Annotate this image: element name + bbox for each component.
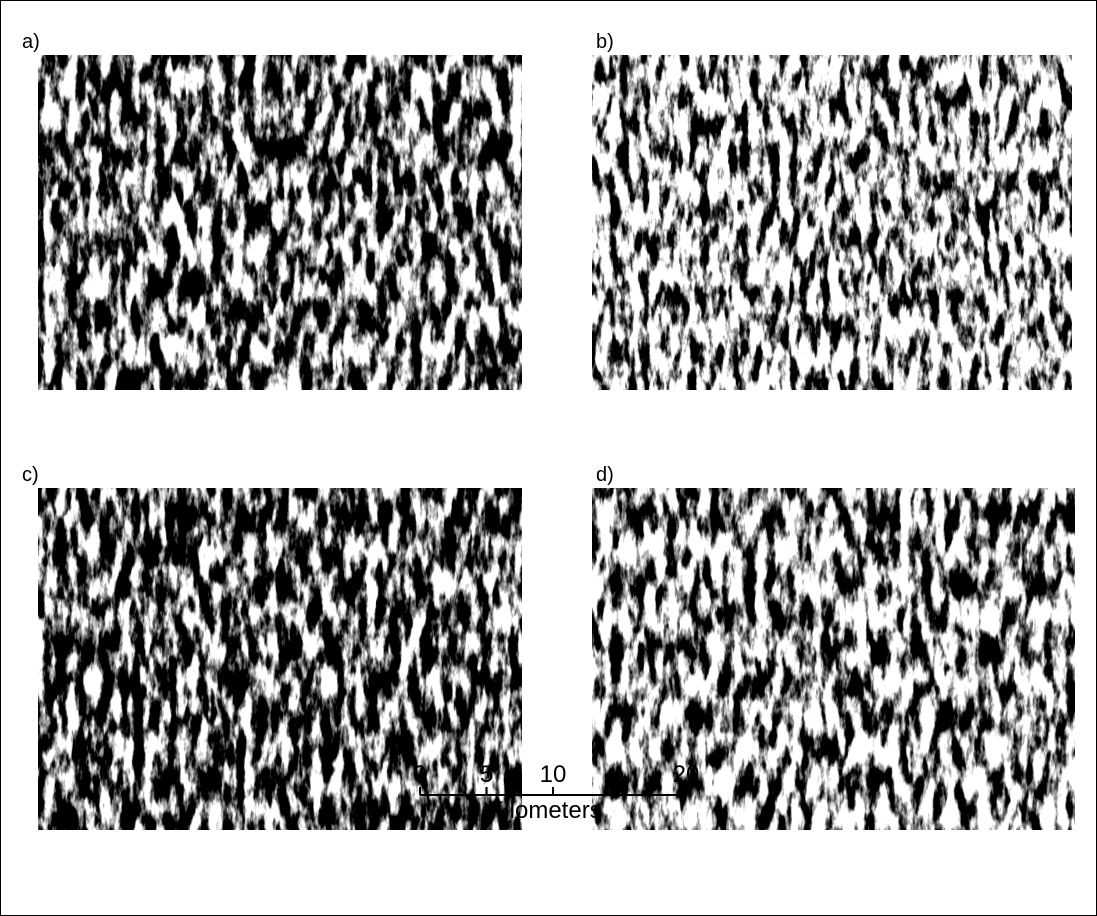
hillshade-image (38, 488, 522, 830)
scale-tick-label: 5 (480, 761, 493, 788)
scale-unit: Kilometers (488, 797, 601, 824)
hillshade-image (592, 488, 1075, 830)
hillshade-image (592, 55, 1072, 390)
hillshade-image (38, 55, 522, 390)
panel-label: c) (22, 464, 39, 486)
panel-label: a) (22, 31, 40, 53)
panels: a) b) c) d) (22, 31, 1075, 830)
panel-label: d) (596, 464, 614, 486)
panel-label: b) (596, 31, 614, 53)
scale-tick-label: 10 (540, 761, 567, 788)
figure: a) b) c) d) 0 5 10 20 Kilometers (0, 0, 1097, 916)
scale-tick-label: 20 (673, 761, 700, 788)
scale-tick-label: 0 (413, 761, 426, 788)
